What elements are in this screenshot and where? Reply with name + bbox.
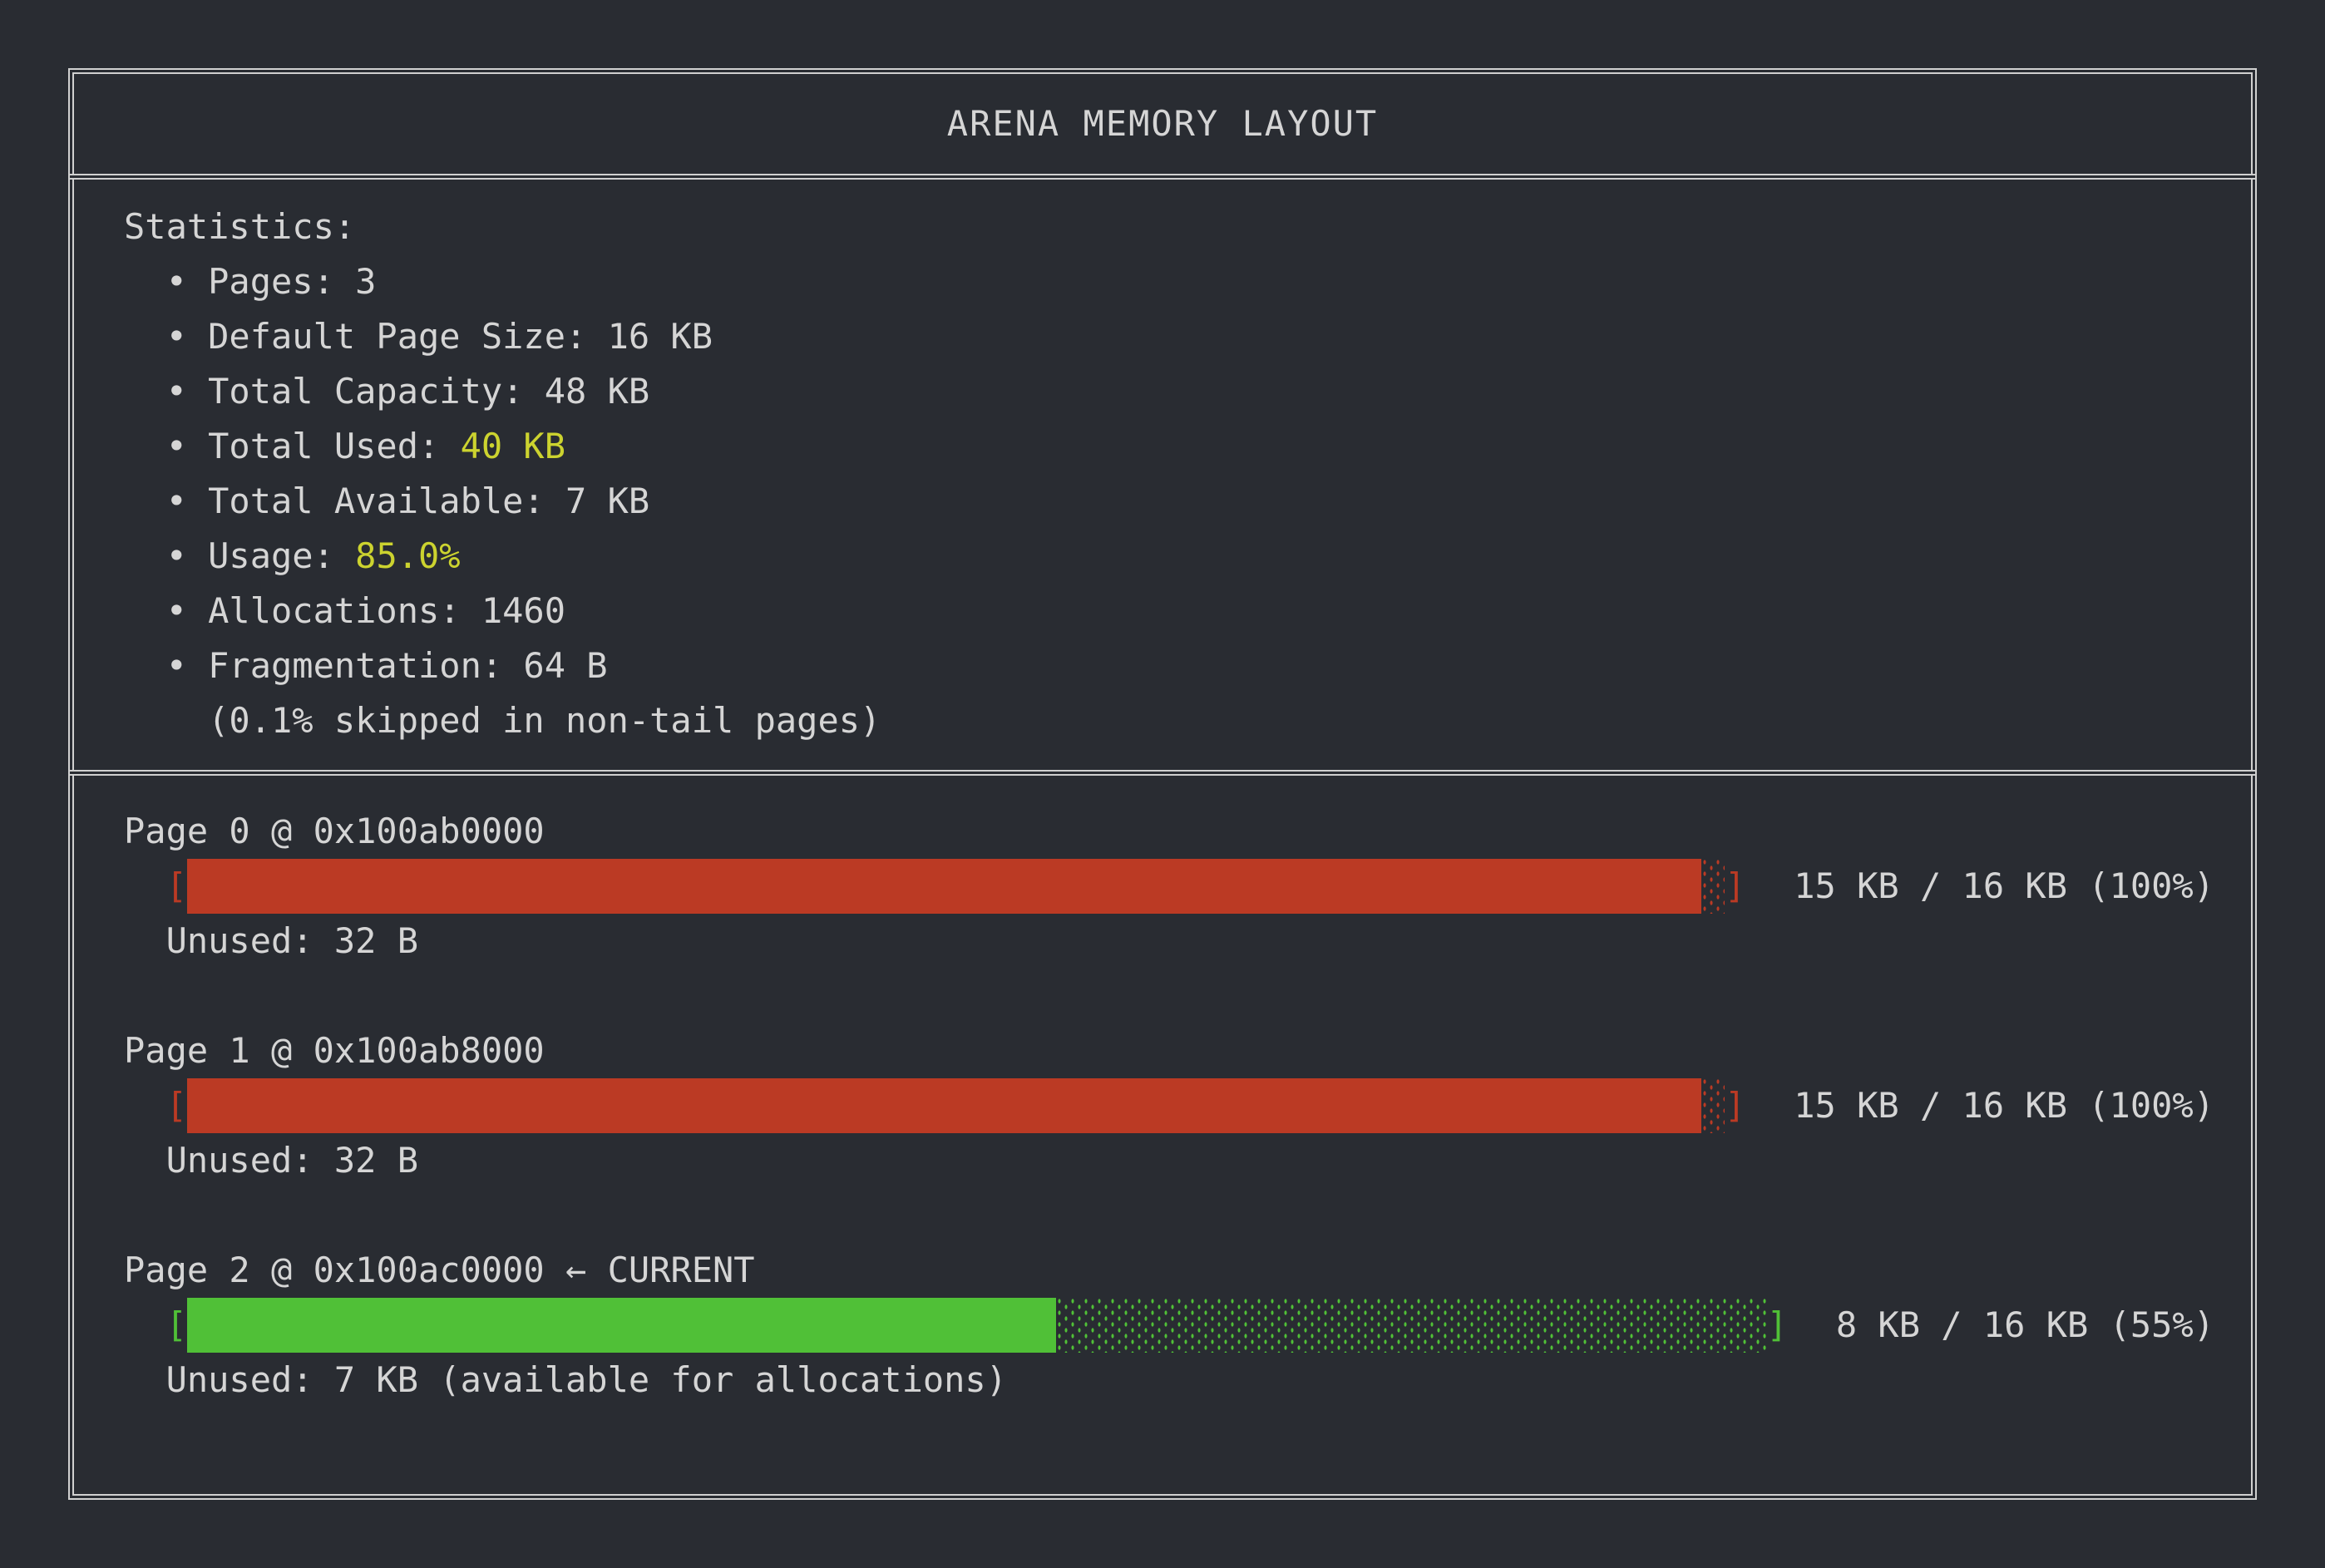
bullet-icon: • [165,481,187,521]
bullet-icon: • [165,371,187,412]
statistic-item: • Total Used: 40 KB [124,419,2214,474]
page-unused-value: Unused: 32 B [165,920,418,961]
memory-bar-line: [] 8 KB / 16 KB (55%) [124,1298,2214,1353]
statistic-item: • Fragmentation: 64 B [124,639,2214,693]
statistic-highlight-value: 85.0% [355,535,461,576]
memory-bar-free-space [1701,859,1725,914]
arena-memory-panel: ARENA MEMORY LAYOUT Statistics: • Pages: … [68,68,2257,1500]
bar-close-bracket: ] [1724,865,1746,906]
memory-bar-fill [186,859,1702,914]
statistic-label: Usage: [208,535,356,576]
statistic-text: Default Page Size: 16 KB [208,316,713,357]
pages-list: Page 0 @ 0x100ab0000 [] 15 KB / 16 KB (100… [124,804,2214,1408]
bullet-icon: • [165,261,187,302]
statistic-text: Pages: 3 [208,261,377,302]
bullet-icon: • [165,645,187,686]
statistic-highlight-value: 40 KB [460,426,566,466]
bar-open-bracket: [ [165,1085,187,1126]
statistic-item: • Total Capacity: 48 KB [124,364,2214,419]
page-block: Page 1 @ 0x100ab8000 [] 15 KB / 16 KB (100… [124,1023,2214,1188]
bar-close-bracket: ] [1766,1304,1788,1345]
page-unused-value: Unused: 7 KB (available for allocations) [165,1359,1008,1400]
memory-bar-fill [186,1298,1056,1353]
page-header: Page 1 @ 0x100ab8000 [124,1030,545,1071]
page-usage-value: 15 KB / 16 KB (100%) [1794,865,2214,906]
page-unused-value: Unused: 32 B [165,1140,418,1181]
statistic-text: Fragmentation: 64 B [208,645,608,686]
page-usage-value: 15 KB / 16 KB (100%) [1794,1085,2214,1126]
statistics-list: • Pages: 3 • Default Page Size: 16 KB • Total… [124,254,2214,748]
bullet-icon: • [165,590,187,631]
page-header: Page 2 @ 0x100ac0000 ← CURRENT [124,1250,755,1290]
bar-open-bracket: [ [165,1304,187,1345]
panel-title: ARENA MEMORY LAYOUT [946,103,1379,144]
bullet-icon: • [165,535,187,576]
page-block: Page 0 @ 0x100ab0000 [] 15 KB / 16 KB (100… [124,804,2214,969]
title-box: ARENA MEMORY LAYOUT [68,68,2257,180]
memory-bar-free-space [1701,1078,1725,1133]
memory-bar-line: [] 15 KB / 16 KB (100%) [124,859,2214,914]
bar-open-bracket: [ [165,865,187,906]
statistics-box: Statistics: • Pages: 3 • Default Page Size:… [68,174,2257,776]
page-block: Page 2 @ 0x100ac0000 ← CURRENT [] 8 KB / 1… [124,1243,2214,1408]
statistic-text: Allocations: 1460 [208,590,566,631]
statistic-item: • Pages: 3 [124,254,2214,309]
bullet-icon: • [165,426,187,466]
statistic-item: • Total Available: 7 KB [124,474,2214,529]
statistic-text: Total Capacity: 48 KB [208,371,650,412]
memory-bar-track [186,1298,1767,1353]
memory-bar-line: [] 15 KB / 16 KB (100%) [124,1078,2214,1133]
statistic-item: • Default Page Size: 16 KB [124,309,2214,364]
bullet-icon: • [165,316,187,357]
page-usage-value: 8 KB / 16 KB (55%) [1835,1304,2214,1345]
memory-bar-track [186,1078,1725,1133]
pages-box: Page 0 @ 0x100ab0000 [] 15 KB / 16 KB (100… [68,770,2257,1500]
statistic-text: Total Available: 7 KB [208,481,650,521]
statistic-label: Total Used: [208,426,461,466]
memory-bar-track [186,859,1725,914]
bar-close-bracket: ] [1724,1085,1746,1126]
statistic-continuation: (0.1% skipped in non-tail pages) [208,700,881,741]
page-header: Page 0 @ 0x100ab0000 [124,811,545,851]
statistic-item: • Usage: 85.0% [124,529,2214,584]
memory-bar-fill [186,1078,1702,1133]
memory-bar-free-space [1055,1298,1767,1353]
statistics-heading: Statistics: [124,206,356,247]
statistic-item: • Allocations: 1460 [124,584,2214,639]
